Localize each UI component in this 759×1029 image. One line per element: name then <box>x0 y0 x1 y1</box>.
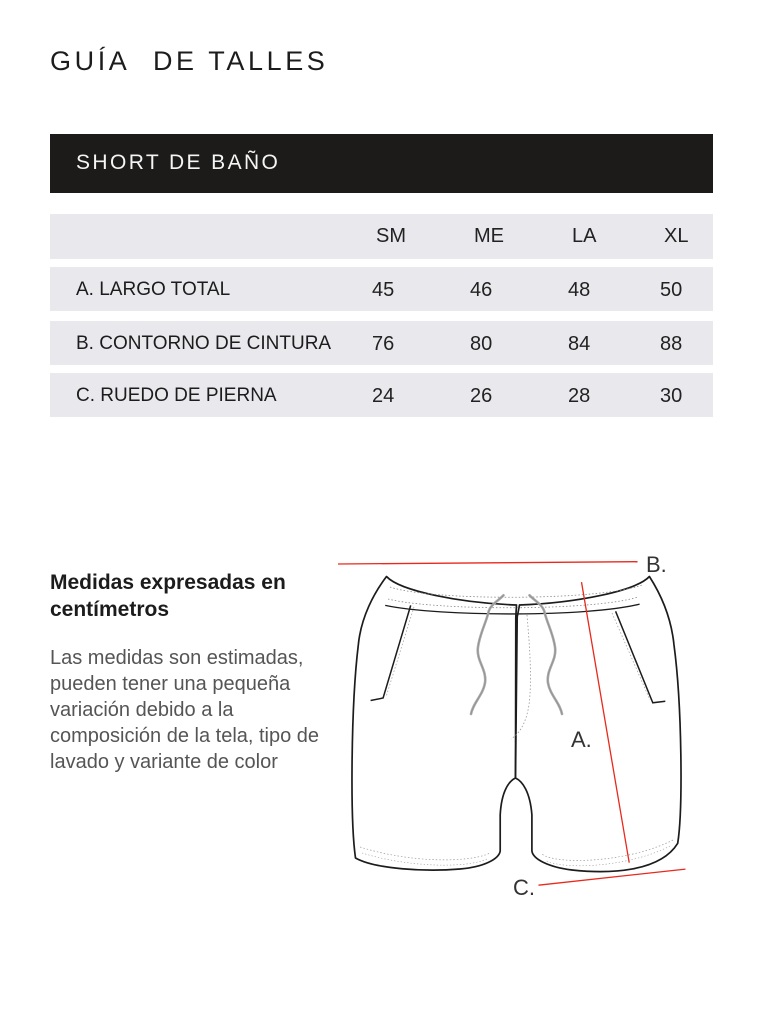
svg-text:A.: A. <box>571 727 592 752</box>
svg-text:B.: B. <box>646 555 667 577</box>
svg-text:C.: C. <box>513 875 535 900</box>
